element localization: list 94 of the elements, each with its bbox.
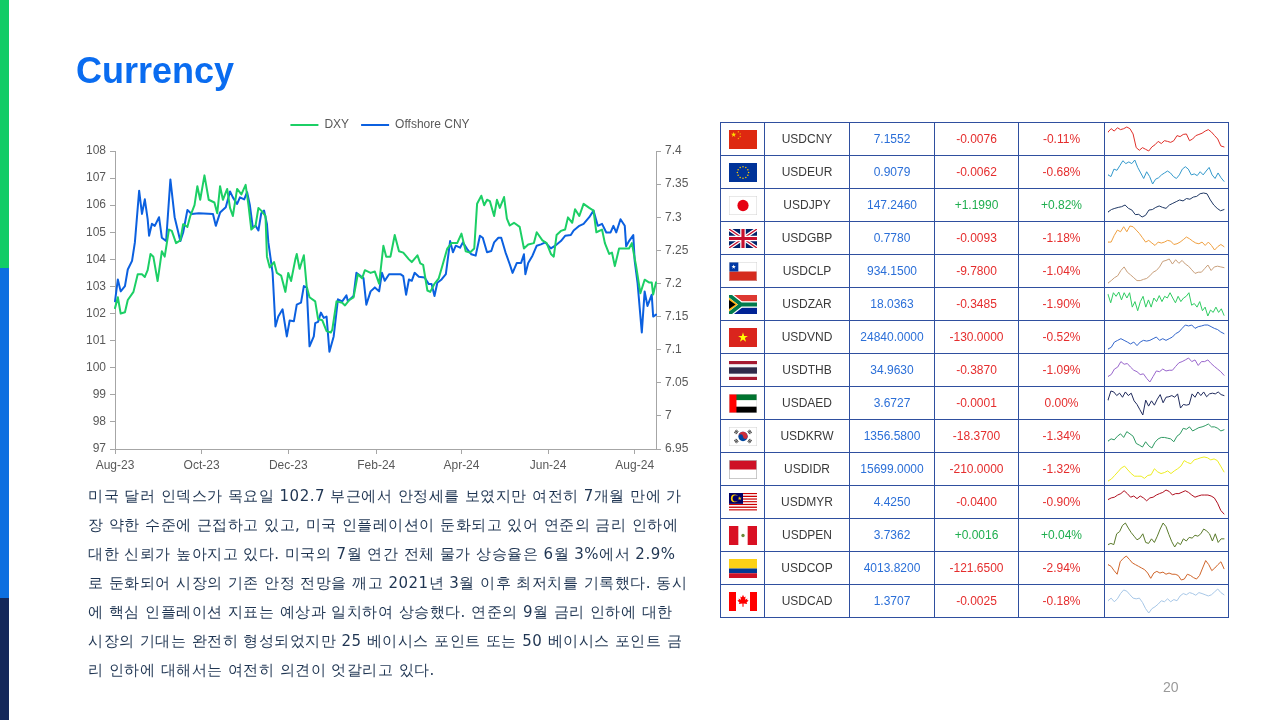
data-label: 4.4250 — [850, 486, 935, 519]
y-tick-label: 99 — [92, 387, 107, 402]
data-label: -0.0400 — [935, 486, 1019, 519]
category-label: USDCOP — [765, 552, 850, 585]
y2-tick-label: 7.05 — [665, 375, 689, 390]
category-label: USDKRW — [765, 420, 850, 453]
x-tick-label: Jun-24 — [529, 457, 567, 472]
y-tick-label: 98 — [92, 414, 107, 429]
category-label: USDCLP — [765, 255, 850, 288]
data-label: -0.90% — [1019, 486, 1105, 519]
data-label: 0.00% — [1019, 387, 1105, 420]
category-label: USDGBP — [765, 222, 850, 255]
y-tick-label: 100 — [85, 360, 107, 375]
y2-tick-label: 7 — [665, 408, 672, 423]
data-label: -0.0001 — [935, 387, 1019, 420]
data-label: -121.6500 — [935, 552, 1019, 585]
data-label: -0.3870 — [935, 354, 1019, 387]
x-tick-label: Apr-24 — [443, 457, 480, 472]
data-label: 24840.0000 — [850, 321, 935, 354]
data-label: -210.0000 — [935, 453, 1019, 486]
y2-tick-label: 7.1 — [665, 341, 683, 356]
data-label: 1.3707 — [850, 585, 935, 618]
data-label: 0.9079 — [850, 156, 935, 189]
y-tick-label: 107 — [85, 170, 107, 185]
y2-tick-label: 7.15 — [665, 308, 689, 323]
data-label: 147.2460 — [850, 189, 935, 222]
category-label: USDJPY — [765, 189, 850, 222]
y2-tick-label: 7.3 — [665, 209, 683, 224]
legend-label: DXY — [324, 117, 350, 132]
data-label: 15699.0000 — [850, 453, 935, 486]
data-label: -0.0093 — [935, 222, 1019, 255]
y2-tick-label: 6.95 — [665, 441, 689, 456]
category-label: USDCNY — [765, 123, 850, 156]
data-label: +0.04% — [1019, 519, 1105, 552]
x-tick-label: Aug-24 — [615, 457, 655, 472]
y-tick-label: 101 — [85, 332, 107, 347]
data-label: -1.09% — [1019, 354, 1105, 387]
data-label: -0.0025 — [935, 585, 1019, 618]
category-label: USDCAD — [765, 585, 850, 618]
data-label: -0.68% — [1019, 156, 1105, 189]
category-label: USDVND — [765, 321, 850, 354]
y2-tick-label: 7.25 — [665, 242, 689, 257]
y-tick-label: 102 — [85, 305, 107, 320]
data-label: 7.1552 — [850, 123, 935, 156]
x-tick-label: Dec-23 — [268, 457, 308, 472]
data-label: -0.18% — [1019, 585, 1105, 618]
y2-tick-label: 7.2 — [665, 275, 683, 290]
text: 20 — [1163, 679, 1179, 695]
category-label: USDMYR — [765, 486, 850, 519]
data-label: 3.7362 — [850, 519, 935, 552]
data-label: -18.3700 — [935, 420, 1019, 453]
data-label: 0.7780 — [850, 222, 935, 255]
text: 미국 달러 인덱스가 목요일 102.7 부근에서 안정세를 보였지만 여전히 7개월 만에 가장 약한 수준에 근접하고 있고, 미국 인플레이션이 둔화되고 있어 연준의 금리 인하에 대한 신뢰가 높아지고 있다. 미국의 7월 연간 전체 물가 상승율은 6월 3%에서 2.9%로 둔화되어 시장의 기존 안정 전망을 깨고 2021년 3월 이후 최저치를 기록했다. 동시에 핵심 인플레이션 지표는 예상과 일치하여 상승했다. 연준의 9월 금리 인하에 대한 시장의 기대는 완전히 형성되었지만 25 베이시스 포인트 또는 50 베이시스 포인트 금리 인하에 대해서는 여전히 의견이 엇갈리고 있다. — [88, 486, 688, 681]
y-tick-label: 105 — [85, 224, 107, 239]
data-label: -0.3485 — [935, 288, 1019, 321]
category-label: USDIDR — [765, 453, 850, 486]
category-label: USDEUR — [765, 156, 850, 189]
data-label: 4013.8200 — [850, 552, 935, 585]
data-label: 34.9630 — [850, 354, 935, 387]
x-tick-label: Aug-23 — [95, 457, 135, 472]
y2-tick-label: 7.4 — [665, 143, 683, 158]
data-label: +0.82% — [1019, 189, 1105, 222]
data-label: -1.18% — [1019, 222, 1105, 255]
data-label: 934.1500 — [850, 255, 935, 288]
data-label: -0.0076 — [935, 123, 1019, 156]
category-label: USDTHB — [765, 354, 850, 387]
chart-title: Currency — [76, 50, 235, 92]
data-label: -9.7800 — [935, 255, 1019, 288]
legend-label: Offshore CNY — [395, 117, 470, 132]
x-tick-label: Oct-23 — [183, 457, 220, 472]
y-tick-label: 103 — [85, 278, 107, 293]
y-tick-label: 108 — [85, 143, 107, 158]
data-label: -0.11% — [1019, 123, 1105, 156]
data-label: +1.1990 — [935, 189, 1019, 222]
category-label: USDPEN — [765, 519, 850, 552]
data-label: 18.0363 — [850, 288, 935, 321]
category-label: USDAED — [765, 387, 850, 420]
data-label: 3.6727 — [850, 387, 935, 420]
category-label: USDZAR — [765, 288, 850, 321]
data-label: -1.90% — [1019, 288, 1105, 321]
data-label: +0.0016 — [935, 519, 1019, 552]
x-tick-label: Feb-24 — [357, 457, 396, 472]
data-label: -1.32% — [1019, 453, 1105, 486]
data-label: -2.94% — [1019, 552, 1105, 585]
y-tick-label: 97 — [92, 441, 107, 456]
data-label: -130.0000 — [935, 321, 1019, 354]
data-label: 1356.5800 — [850, 420, 935, 453]
data-label: -1.04% — [1019, 255, 1105, 288]
y2-tick-label: 7.35 — [665, 176, 689, 191]
y-tick-label: 104 — [85, 251, 107, 266]
data-label: -1.34% — [1019, 420, 1105, 453]
data-label: -0.52% — [1019, 321, 1105, 354]
y-tick-label: 106 — [85, 197, 107, 212]
data-label: -0.0062 — [935, 156, 1019, 189]
